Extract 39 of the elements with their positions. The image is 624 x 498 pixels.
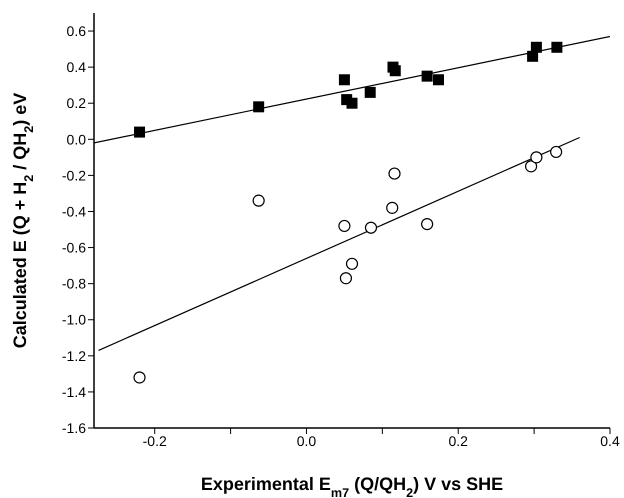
y-tick-label: -1.6 bbox=[62, 420, 86, 436]
point bbox=[530, 151, 542, 164]
y-tick-label: -0.8 bbox=[62, 276, 86, 292]
point bbox=[433, 74, 444, 86]
point bbox=[340, 272, 352, 284]
x-tick-label: 0.4 bbox=[600, 432, 620, 449]
point bbox=[550, 146, 562, 158]
y-tick-label: -0.6 bbox=[62, 240, 86, 256]
point bbox=[134, 126, 146, 138]
y-tick-label: 0.2 bbox=[66, 95, 86, 112]
point bbox=[386, 202, 398, 214]
y-tick-label: 0.0 bbox=[66, 131, 86, 148]
y-tick-label: -1.2 bbox=[62, 348, 86, 364]
point bbox=[346, 98, 358, 109]
point bbox=[364, 222, 378, 234]
x-axis-title: Experimental E$_{m7}$ (Q/QH$_{2}$) V vs SHE bbox=[200, 474, 504, 498]
point bbox=[524, 160, 538, 172]
point bbox=[133, 371, 146, 384]
point bbox=[338, 74, 350, 86]
point bbox=[390, 65, 401, 76]
point bbox=[346, 258, 358, 270]
y-tick-label: -1.0 bbox=[62, 312, 86, 328]
point bbox=[252, 194, 265, 207]
point bbox=[338, 220, 351, 232]
point bbox=[421, 218, 434, 230]
point bbox=[530, 42, 542, 53]
x-tick-label: 0.2 bbox=[448, 432, 468, 449]
y-tick-label: -0.4 bbox=[62, 203, 86, 220]
x-tick-label: -0.2 bbox=[142, 432, 167, 449]
point bbox=[388, 167, 401, 180]
point bbox=[422, 70, 433, 82]
x-tick-label: 0.0 bbox=[296, 432, 316, 449]
y-tick-label: -0.2 bbox=[62, 167, 86, 184]
y-tick-label: -1.4 bbox=[62, 384, 86, 400]
point bbox=[253, 101, 264, 112]
point bbox=[551, 42, 562, 53]
y-tick-label: 0.4 bbox=[66, 59, 86, 76]
point bbox=[364, 86, 376, 98]
y-tick-label: 0.6 bbox=[66, 23, 86, 40]
